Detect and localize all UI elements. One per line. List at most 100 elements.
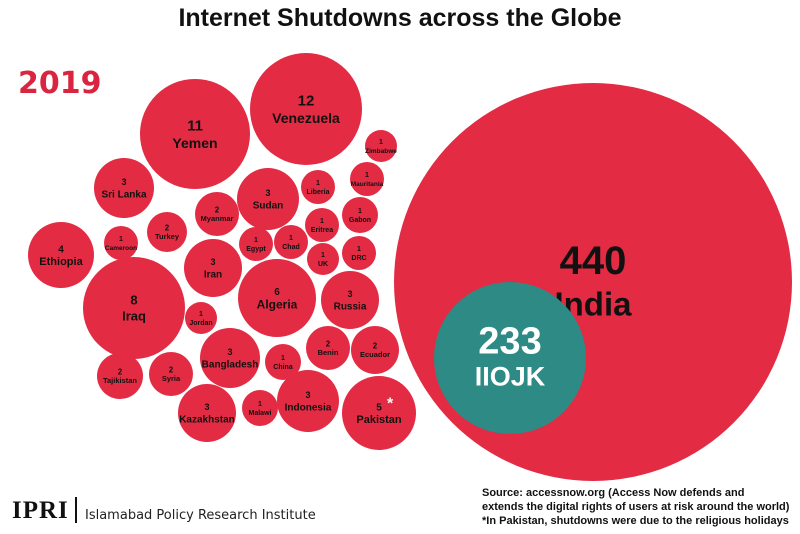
bubble-label-chad: Chad (282, 244, 300, 251)
bubble-value-benin: 2 (326, 339, 331, 348)
bubble-value-indonesia: 3 (305, 390, 310, 400)
bubble-label-russia: Russia (334, 302, 367, 313)
bubble-label-tajikistan: Tajikistan (103, 376, 137, 385)
bubble-label-yemen: Yemen (172, 135, 217, 151)
bubble-zimbabwe (365, 130, 397, 162)
bubble-label-myanmar: Myanmar (201, 214, 234, 223)
bubble-label-gabon: Gabon (349, 217, 371, 224)
bubble-label-ecuador: Ecuador (360, 350, 390, 359)
bubble-label-pakistan: Pakistan (356, 414, 402, 426)
bubble-yemen (140, 79, 250, 189)
bubble-value-gabon: 1 (358, 208, 362, 215)
bubble-value-jordan: 1 (199, 311, 203, 318)
bubble-value-uk: 1 (321, 252, 325, 259)
bubble-label-kazakhstan: Kazakhstan (179, 415, 235, 426)
bubble-label-algeria: Algeria (257, 298, 298, 312)
bubble-value-sudan: 3 (265, 188, 270, 198)
bubble-value-chad: 1 (289, 235, 293, 242)
bubble-value-venezuela: 12 (298, 92, 315, 109)
bubble-iraq (83, 257, 185, 359)
bubble-label-drc: DRC (351, 255, 366, 262)
bubble-value-iraq: 8 (130, 293, 137, 308)
bubble-value-sri-lanka: 3 (121, 177, 126, 187)
bubble-iiojk (434, 282, 586, 434)
bubble-label-venezuela: Venezuela (272, 110, 340, 126)
bubble-value-mauritania: 1 (365, 172, 369, 179)
bubble-sudan (237, 168, 299, 230)
bubble-label-iraq: Iraq (122, 309, 146, 324)
bubble-value-egypt: 1 (254, 237, 258, 244)
bubble-value-bangladesh: 3 (227, 347, 232, 357)
bubble-value-malawi: 1 (258, 401, 262, 408)
bubble-malawi (242, 390, 278, 426)
bubble-label-syria: Syria (162, 374, 181, 383)
source-line-2: extends the digital rights of users at r… (482, 501, 790, 513)
chart-title: Internet Shutdowns across the Globe (178, 4, 622, 32)
bubble-value-yemen: 11 (187, 117, 203, 134)
bubble-venezuela (250, 53, 362, 165)
bubble-label-mauritania: Mauritania (351, 181, 384, 188)
bubble-label-sri-lanka: Sri Lanka (101, 190, 146, 201)
bubble-value-india: 440 (560, 239, 627, 283)
bubble-chad (274, 225, 308, 259)
bubble-value-liberia: 1 (316, 180, 320, 187)
bubble-iran (184, 239, 242, 297)
bubble-benin (306, 326, 350, 370)
bubble-china (265, 344, 301, 380)
bubble-label-malawi: Malawi (249, 410, 272, 417)
bubble-uk (307, 243, 339, 275)
bubble-value-russia: 3 (347, 289, 352, 299)
bubble-gabon (342, 197, 378, 233)
bubble-label-jordan: Jordan (189, 320, 212, 327)
bubble-turkey (147, 212, 187, 252)
bubble-syria (149, 352, 193, 396)
bubble-value-china: 1 (281, 355, 285, 362)
source-line-1: Source: accessnow.org (Access Now defend… (482, 487, 745, 499)
bubble-value-syria: 2 (169, 365, 174, 374)
year-label: 2019 (18, 66, 102, 101)
bubble-eritrea (305, 208, 339, 242)
ipri-logo: IPRI (12, 497, 69, 524)
bubble-value-algeria: 6 (274, 287, 280, 298)
source-note: *In Pakistan, shutdowns were due to the … (482, 515, 789, 527)
bubble-value-cameroon: 1 (119, 236, 123, 243)
bubble-value-ethiopia: 4 (58, 245, 64, 256)
bubble-pakistan (342, 376, 416, 450)
bubble-liberia (301, 170, 335, 204)
bubble-algeria (238, 259, 316, 337)
bubble-label-benin: Benin (318, 348, 339, 357)
bubble-mauritania (350, 162, 384, 196)
bubble-label-iiojk: IIOJK (475, 361, 546, 391)
bubble-value-pakistan: 5 (376, 403, 382, 414)
bubble-label-indonesia: Indonesia (285, 403, 332, 414)
bubble-value-kazakhstan: 3 (204, 402, 209, 412)
bubble-label-sudan: Sudan (253, 201, 284, 212)
bubble-value-iiojk: 233 (478, 320, 541, 362)
bubble-tajikistan (97, 353, 143, 399)
bubble-label-ethiopia: Ethiopia (39, 256, 83, 268)
bubble-value-eritrea: 1 (320, 218, 324, 225)
bubble-label-bangladesh: Bangladesh (202, 360, 259, 371)
bubble-drc (342, 236, 376, 270)
bubble-label-cameroon: Cameroon (105, 245, 137, 252)
bubble-label-egypt: Egypt (246, 246, 266, 253)
bubble-indonesia (277, 370, 339, 432)
logo-subtitle: Islamabad Policy Research Institute (85, 508, 316, 523)
bubble-cameroon (104, 226, 138, 260)
bubble-value-zimbabwe: 1 (379, 139, 383, 146)
footnote-marker: * (387, 396, 394, 413)
bubble-value-turkey: 2 (165, 223, 170, 232)
bubble-value-ecuador: 2 (373, 341, 378, 350)
bubble-label-china: China (273, 364, 293, 371)
bubble-label-eritrea: Eritrea (311, 227, 333, 234)
bubble-label-iran: Iran (204, 270, 222, 281)
bubble-value-drc: 1 (357, 246, 361, 253)
bubble-sri-lanka (94, 158, 154, 218)
bubble-egypt (239, 227, 273, 261)
bubble-label-uk: UK (318, 261, 328, 268)
bubble-value-iran: 3 (210, 257, 215, 267)
bubble-kazakhstan (178, 384, 236, 442)
bubble-jordan (185, 302, 217, 334)
bubble-value-tajikistan: 2 (118, 367, 123, 376)
